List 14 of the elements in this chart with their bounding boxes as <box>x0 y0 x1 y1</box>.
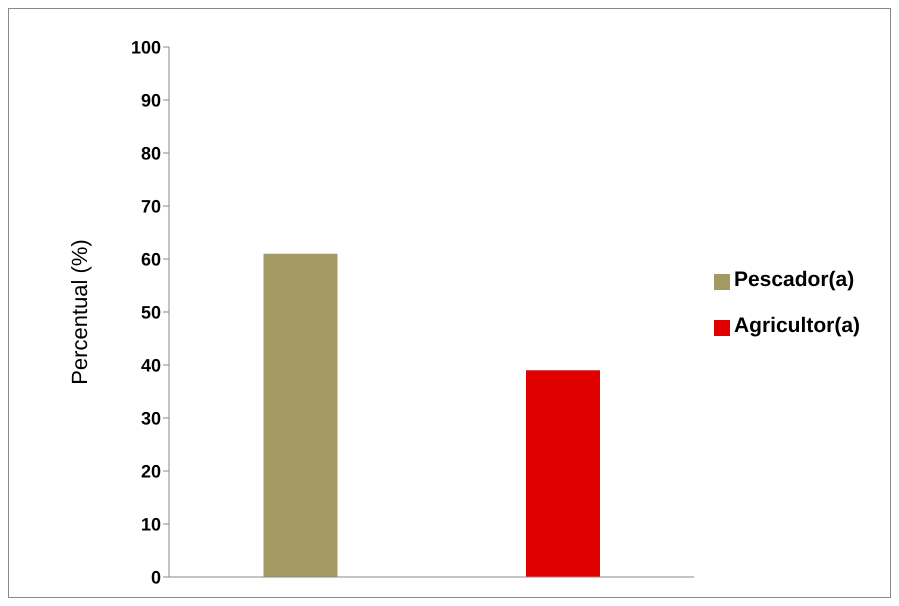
legend-label: Agricultor(a) <box>734 314 860 337</box>
y-axis-title: Percentual (%) <box>66 239 92 385</box>
y-tick-label: 90 <box>140 90 161 110</box>
y-tick-label: 60 <box>140 249 161 270</box>
y-tick-label: 100 <box>130 37 161 58</box>
y-tick-label: 0 <box>150 567 161 588</box>
y-tick-label: 30 <box>140 408 161 428</box>
y-tick-label: 20 <box>140 461 161 482</box>
y-tick-label: 80 <box>140 143 161 164</box>
y-tick-label: 10 <box>140 514 161 534</box>
y-tick-label: 70 <box>140 196 161 216</box>
y-tick-label: 40 <box>140 355 161 376</box>
y-tick-label: 50 <box>140 302 161 322</box>
legend-label: Pescador(a) <box>734 268 854 291</box>
